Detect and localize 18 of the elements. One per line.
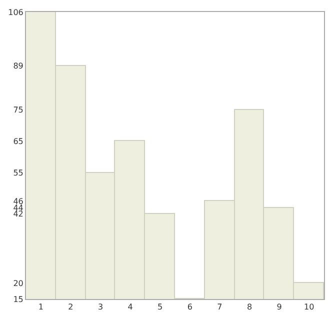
x-tick-label: 10 bbox=[304, 302, 314, 312]
y-tick-label: 106 bbox=[8, 8, 24, 17]
y-tick-label: 55 bbox=[13, 168, 24, 178]
x-tick-label: 5 bbox=[158, 302, 163, 312]
x-tick-label: 7 bbox=[217, 302, 222, 312]
x-tick-label: 6 bbox=[187, 302, 192, 312]
y-tick-label: 42 bbox=[13, 210, 24, 219]
x-tick-label: 9 bbox=[276, 302, 282, 312]
y-tick-label: 89 bbox=[13, 61, 24, 70]
x-tick-label: 1 bbox=[38, 302, 44, 312]
x-tick-label: 4 bbox=[128, 302, 133, 312]
x-tick-label: 8 bbox=[246, 302, 252, 312]
y-tick-label: 20 bbox=[13, 279, 24, 288]
y-tick-label: 65 bbox=[13, 137, 24, 146]
x-tick-label: 3 bbox=[98, 302, 104, 312]
y-tick-label: 15 bbox=[13, 294, 24, 304]
x-tick-label: 2 bbox=[68, 302, 74, 312]
y-tick-label: 75 bbox=[13, 106, 24, 115]
